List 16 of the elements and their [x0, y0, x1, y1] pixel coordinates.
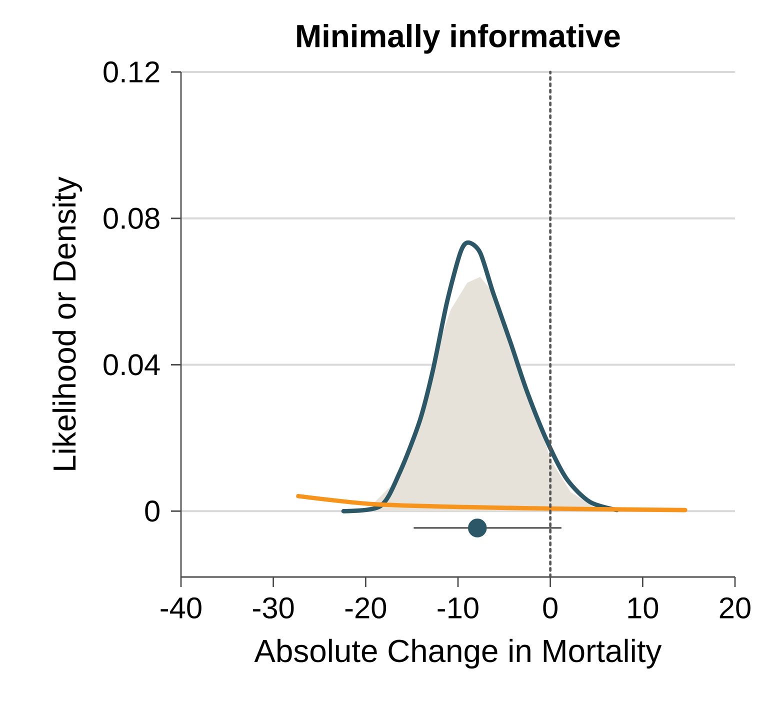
- x-tick-label: -30: [253, 597, 294, 619]
- y-tick-label: 0.04: [104, 354, 160, 376]
- y-tick-label: 0: [145, 500, 160, 522]
- x-axis-title: Absolute Change in Mortality: [254, 638, 662, 669]
- x-tick-label: 20: [720, 597, 750, 619]
- x-tick-label: -40: [160, 597, 202, 619]
- x-tick-label: -20: [345, 597, 386, 619]
- y-tick-label: 0.08: [104, 208, 160, 229]
- chart-title: Minimally informative: [297, 24, 620, 54]
- line-series: [341, 240, 620, 514]
- x-tick-label: 0: [543, 597, 558, 619]
- line-series: [296, 494, 688, 512]
- x-tick-label: -10: [438, 597, 478, 619]
- y-tick-label: 0.12: [104, 61, 160, 83]
- y-axis-title: Likelihood or Density: [52, 176, 82, 470]
- x-tick-label: 10: [628, 597, 658, 619]
